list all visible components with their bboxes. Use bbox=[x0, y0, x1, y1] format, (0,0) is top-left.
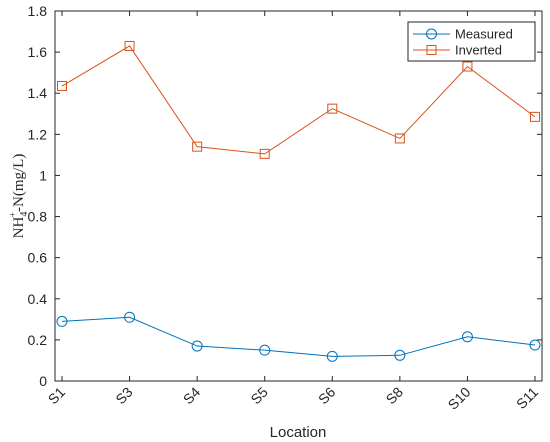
y-axis-label: NH4+-N(mg/L) bbox=[8, 154, 30, 239]
point-marker-measured bbox=[56, 315, 68, 327]
x-tick-label: S11 bbox=[513, 384, 541, 412]
point-marker-measured bbox=[394, 349, 406, 361]
y-axis-label-rest: -N(mg/L) bbox=[11, 154, 27, 212]
y-tick-label: 0.4 bbox=[28, 291, 48, 307]
point-marker-inverted bbox=[462, 61, 473, 72]
point-marker-inverted bbox=[124, 40, 135, 51]
point-marker-inverted bbox=[259, 148, 270, 159]
y-tick-label: 1.4 bbox=[28, 85, 48, 101]
point-marker-inverted bbox=[57, 81, 67, 92]
x-tick-label: S8 bbox=[383, 384, 407, 408]
point-marker-measured bbox=[529, 339, 541, 351]
y-tick-label: 1 bbox=[39, 167, 47, 183]
point-marker-measured bbox=[191, 340, 203, 352]
y-axis-label-base: NH bbox=[11, 216, 27, 238]
y-axis-label-superscript: + bbox=[8, 212, 19, 218]
series-layer bbox=[56, 40, 541, 362]
point-marker-measured bbox=[259, 344, 271, 356]
point-marker-measured bbox=[326, 350, 338, 362]
legend-label-measured: Measured bbox=[455, 27, 513, 42]
y-tick-label: 0.8 bbox=[28, 209, 48, 225]
y-tick-label: 1.2 bbox=[28, 126, 48, 142]
x-tick-label: S10 bbox=[445, 384, 474, 413]
y-tick-label: 1.8 bbox=[28, 3, 48, 19]
y-axis-label-subscript: 4 bbox=[19, 212, 30, 217]
point-marker-inverted bbox=[530, 111, 540, 122]
x-tick-label: S6 bbox=[315, 384, 339, 408]
legend-label-inverted: Inverted bbox=[455, 43, 502, 58]
point-marker-inverted bbox=[394, 133, 405, 144]
x-tick-label: S5 bbox=[247, 384, 271, 408]
y-tick-label: 0.2 bbox=[28, 332, 48, 348]
series-line-inverted bbox=[61, 45, 536, 155]
y-axis: 0 0.2 0.4 0.6 0.8 1 1.2 1.4 1.6 1.8 bbox=[28, 3, 542, 389]
y-tick-label: 0 bbox=[39, 373, 47, 389]
legend-marker-measured bbox=[426, 28, 437, 40]
plot-area bbox=[54, 10, 543, 382]
point-marker-inverted bbox=[327, 103, 338, 114]
x-tick-label: S3 bbox=[112, 384, 136, 408]
legend-marker-inverted bbox=[426, 45, 437, 55]
y-tick-label: 1.6 bbox=[28, 44, 48, 60]
x-tick-label: S1 bbox=[45, 384, 69, 408]
point-marker-inverted bbox=[192, 141, 203, 152]
x-tick-label: S4 bbox=[180, 384, 204, 408]
point-marker-measured bbox=[461, 331, 473, 343]
y-tick-label: 0.6 bbox=[28, 250, 48, 266]
x-axis-label: Location bbox=[270, 424, 327, 441]
point-marker-measured bbox=[124, 311, 136, 323]
series-line-measured bbox=[61, 316, 536, 357]
